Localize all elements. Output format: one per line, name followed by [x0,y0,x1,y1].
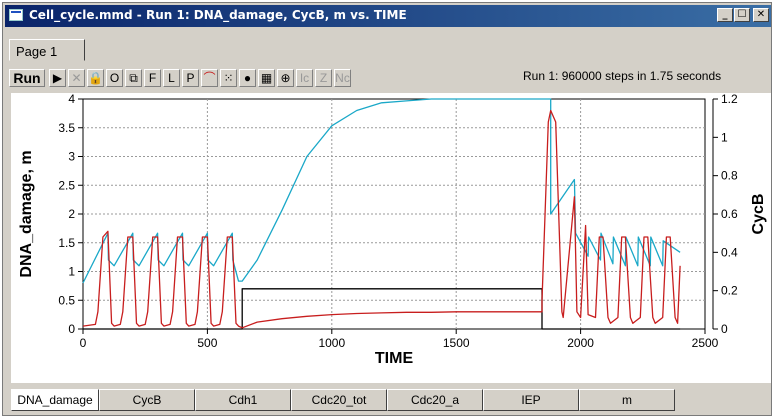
x-tick-label: 1000 [318,336,345,350]
variable-tab-cdc20-tot[interactable]: Cdc20_tot [291,389,387,411]
nc-button[interactable]: Nc [334,69,351,87]
lock-icon[interactable]: 🔒 [87,69,104,87]
copy-button[interactable]: ⧉ [125,69,142,87]
z-button[interactable]: Z [315,69,332,87]
y-left-tick-label: 2 [68,207,75,221]
close-button[interactable]: ✕ [753,8,769,22]
y-left-axis-label: DNA_damage, m [18,150,35,277]
y-left-tick-label: 1.5 [58,236,75,250]
play-icon[interactable]: ▶ [49,69,66,87]
stop-icon[interactable]: ✕ [68,69,85,87]
y-left-tick-label: 3.5 [58,121,75,135]
y-left-tick-label: 0.5 [58,293,75,307]
y-right-tick-label: 0.2 [721,284,738,298]
y-right-tick-label: 0.4 [721,245,738,259]
plot-frame [82,98,706,330]
variable-tab-dna-damage[interactable]: DNA_damage [11,389,99,411]
y-left-tick-label: 4 [68,93,75,106]
y-left-tick-label: 0 [68,322,75,336]
variable-tab-iep[interactable]: IEP [483,389,579,411]
window-title: Cell_cycle.mmd - Run 1: DNA_damage, CycB… [29,8,407,22]
x-tick-label: 2500 [692,336,719,350]
m-series [82,109,681,329]
y-left-tick-label: 2.5 [58,178,75,192]
y-left-tick-label: 1 [68,265,75,279]
dna-damage-series [83,288,681,330]
f-button[interactable]: F [144,69,161,87]
y-right-axis-label: CycB [750,194,767,235]
y-right-tick-label: 0.8 [721,169,738,183]
crosshair-button[interactable]: ⊕ [277,69,294,87]
app-window-icon [9,9,23,21]
p-button[interactable]: P [182,69,199,87]
variable-tab-bar: DNA_damage CycB Cdh1 Cdc20_tot Cdc20_a IEP m [11,389,691,413]
run-status-text: Run 1: 960000 steps in 1.75 seconds [523,69,722,83]
chart: 0 500 1000 1500 2000 250000.511.522.533.5400.… [18,92,767,367]
y-right-tick-label: 0 [721,322,728,336]
x-tick-label: 2000 [567,336,594,350]
x-axis-label: TIME [375,350,414,367]
x-tick-label: 1500 [443,336,470,350]
maximize-button[interactable]: ☐ [734,8,750,22]
l-button[interactable]: L [163,69,180,87]
y-right-tick-label: 1 [721,130,728,144]
toolbar: Run ▶ ✕ 🔒 O ⧉ F L P ⌒ ⁙ ● ▦ ⊕ Ic Z Nc [9,65,771,89]
dot-button[interactable]: ● [239,69,256,87]
tab-page-1[interactable]: Page 1 [9,39,85,61]
y-right-tick-label: 1.2 [721,93,738,106]
scatter-button[interactable]: ⁙ [220,69,237,87]
variable-tab-cdh1[interactable]: Cdh1 [195,389,291,411]
ic-button[interactable]: Ic [296,69,313,87]
y-right-tick-label: 0.6 [721,207,738,221]
variable-tab-m[interactable]: m [579,389,675,411]
title-bar[interactable]: Cell_cycle.mmd - Run 1: DNA_damage, CycB… [5,5,771,27]
grid-button[interactable]: ▦ [258,69,275,87]
minimize-button[interactable]: _ [717,8,733,22]
zero-button[interactable]: O [106,69,123,87]
curve-button[interactable]: ⌒ [201,69,218,87]
variable-tab-cycb[interactable]: CycB [99,389,195,411]
run-button[interactable]: Run [9,69,45,87]
x-tick-label: 500 [197,336,217,350]
x-tick-label: 0 [80,336,87,350]
plot-area[interactable]: 0 500 1000 1500 2000 2500 0 0.5 1 1.5 2 2.5 3 3.5 4 0 0.… [11,92,771,383]
y-left-tick-label: 3 [68,150,75,164]
variable-tab-cdc20-a[interactable]: Cdc20_a [387,389,483,411]
